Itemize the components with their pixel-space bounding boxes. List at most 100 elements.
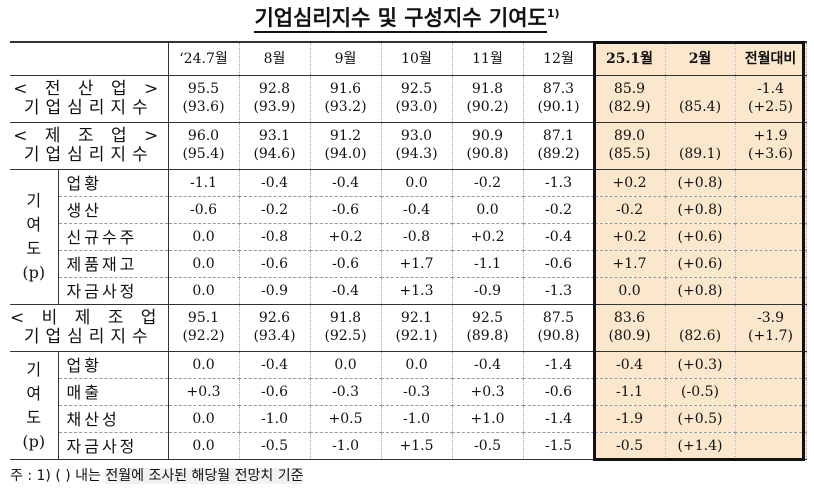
contribution-cell: (+0.6) [665, 250, 736, 278]
component-label: 신규수주 [58, 223, 169, 251]
header-row: ‘24.7월 8월 9월 10월 11월 12월 25.1월 2월 전월대비 [10, 42, 807, 76]
contribution-cell: -0.8 [381, 223, 453, 251]
contribution-label-char: 기 [26, 359, 42, 379]
index-value: 92.8 [258, 81, 291, 97]
component-label: 매출 [58, 378, 169, 406]
contribution-cell: 0.0 [381, 169, 453, 197]
contribution-cell: -1.9 [594, 405, 666, 433]
header-cell: 10월 [381, 42, 453, 76]
contribution-cell [735, 405, 807, 433]
contribution-cell [735, 432, 807, 460]
index-cell: 92.8 (93.9) [239, 75, 311, 123]
contribution-cell [735, 196, 807, 224]
contribution-label-char: 도 [26, 239, 42, 258]
contribution-cell: 0.0 [381, 351, 453, 379]
title-text: 기업심리지수 및 구성지수 기여도 [254, 6, 547, 33]
index-value: 91.8 [329, 310, 362, 326]
header-cell: 25.1월 [594, 42, 666, 76]
index-forecast: (90.8) [537, 328, 580, 344]
contribution-cell: +1.0 [452, 405, 524, 433]
contribution-cell: -1.1 [168, 169, 240, 197]
contribution-cell: (+0.5) [665, 405, 736, 433]
section-label: < 전 산 업 > 기업심리지수 [10, 75, 169, 123]
contribution-cell: -0.8 [239, 223, 311, 251]
index-cell: 96.0 (95.4) [168, 122, 240, 170]
index-forecast: (80.9) [608, 328, 651, 344]
contribution-cell: 0.0 [168, 351, 240, 379]
section-name: < 전 산 업 > [13, 79, 165, 99]
component-label: 업황 [58, 169, 169, 197]
index-forecast: (+2.5) [748, 99, 793, 115]
contribution-cell: -0.4 [239, 351, 311, 379]
index-cell: 91.2 (94.0) [310, 122, 382, 170]
index-value: -3.9 [757, 310, 784, 326]
contribution-cell: (+0.8) [665, 196, 736, 224]
index-value [666, 310, 735, 328]
contribution-cell: 0.0 [594, 277, 666, 305]
contribution-label-char: 도 [26, 407, 42, 427]
section-subname: 기업심리지수 [23, 98, 154, 118]
section-label: < 제 조 업 > 기업심리지수 [10, 122, 169, 170]
index-value: 95.1 [187, 310, 220, 326]
contribution-cell: +0.3 [168, 378, 240, 406]
contribution-cell [735, 250, 807, 278]
contribution-cell: -0.6 [523, 378, 595, 406]
index-value: 91.2 [329, 128, 362, 144]
index-forecast: (94.0) [324, 146, 367, 162]
contribution-cell: -0.4 [310, 277, 382, 305]
index-forecast: (92.5) [324, 328, 367, 344]
header-cell: 8월 [239, 42, 311, 76]
index-value: 87.5 [542, 310, 575, 326]
section-name: < 비 제 조 업 > [10, 308, 167, 328]
contribution-row: 기 여 도 (p) 업황 -1.1 -0.4 -0.4 0.0 -0.2 -1.3 +0.2 (+0.8… [10, 169, 807, 305]
component-label: 생산 [58, 196, 169, 224]
contribution-cell: -0.5 [239, 432, 311, 460]
contribution-cell [735, 277, 807, 305]
contribution-cell: 0.0 [168, 432, 240, 460]
contribution-cell: -0.4 [310, 169, 382, 197]
index-forecast: (90.1) [537, 99, 580, 115]
index-forecast: (90.8) [466, 146, 509, 162]
index-forecast: (93.2) [324, 99, 367, 115]
title-footnote-mark: 1) [546, 7, 560, 20]
section-subname: 기업심리지수 [23, 145, 154, 165]
index-row: < 전 산 업 > 기업심리지수 95.5 (93.6) 92.8 (93.9) 91.6 (… [10, 75, 807, 123]
component-label: 자금사정 [58, 277, 169, 305]
contribution-cell: (+0.8) [665, 169, 736, 197]
index-cell: 93.1 (94.6) [239, 122, 311, 170]
index-forecast: (93.6) [182, 99, 225, 115]
contribution-cell [735, 223, 807, 251]
contribution-cell: -1.1 [452, 250, 524, 278]
contribution-cell: -0.6 [310, 196, 382, 224]
index-value: 90.9 [471, 128, 504, 144]
index-cell: (89.1) [665, 122, 736, 170]
index-forecast: (89.1) [678, 146, 722, 162]
index-value: 96.0 [187, 128, 220, 144]
contribution-cell: -0.4 [594, 351, 666, 379]
contribution-cell [735, 351, 807, 379]
index-cell: 87.5 (90.8) [523, 304, 595, 352]
contribution-row: 매출 +0.3 -0.6 -0.3 -0.3 +0.3 -0.6 -1.1 (-0.5) [10, 378, 807, 406]
table-title: 기업심리지수 및 구성지수 기여도1) [0, 2, 814, 36]
component-label: 제품재고 [58, 250, 169, 278]
footnote-prefix: 주 : 1) ( ) 내는 [10, 468, 106, 484]
index-forecast: (89.8) [466, 328, 509, 344]
contribution-cell: -0.5 [594, 432, 666, 460]
section-label: < 비 제 조 업 >기업심리지수 [10, 304, 169, 352]
contribution-cell: -1.0 [310, 432, 382, 460]
contribution-row: 기 여 도 (p) 업황 0.0 -0.4 0.0 0.0 -0.4 -1.4 -0.4 (+0.3) [10, 351, 807, 460]
index-value: 92.6 [258, 310, 291, 326]
header-cell: ‘24.7월 [168, 42, 240, 76]
index-cell: 92.1 (92.1) [381, 304, 453, 352]
index-value: 92.1 [400, 310, 433, 326]
contribution-cell: -0.6 [239, 250, 311, 278]
index-forecast: (82.9) [608, 99, 651, 115]
header-cell: 11월 [452, 42, 524, 76]
index-forecast: (95.4) [182, 146, 225, 162]
contribution-cell: +0.2 [594, 223, 666, 251]
section-name: < 제 조 업 > [13, 126, 165, 146]
index-cell: 95.1 (92.2) [168, 304, 240, 352]
contribution-label-char: (p) [22, 263, 46, 282]
contribution-label-char: 여 [26, 383, 42, 403]
index-value: 89.0 [613, 128, 646, 144]
